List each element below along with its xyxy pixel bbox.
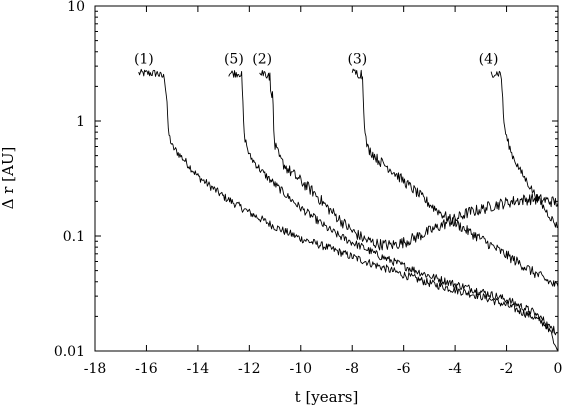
x-tick-label: -14 [187, 361, 210, 377]
curve-label: (4) [479, 51, 499, 67]
series-line [228, 70, 559, 351]
y-tick-label: 10 [67, 0, 85, 15]
x-tick-label: -4 [448, 361, 462, 377]
x-tick-label: -10 [290, 361, 313, 377]
annotations: (1) (5) (2) (3) (4) [134, 51, 499, 67]
y-tick-label: 1 [76, 114, 85, 130]
y-axis-label: Δ r [AU] [0, 147, 17, 210]
y-tick-label: 0.1 [63, 229, 85, 245]
plot-frame [94, 5, 559, 352]
curve-label: (2) [252, 51, 272, 67]
series-line [351, 68, 559, 288]
x-tick-label: -6 [397, 361, 411, 377]
x-tick-label: -12 [238, 361, 261, 377]
series-line [259, 69, 559, 251]
series-line [138, 68, 559, 336]
x-tick-label: 0 [554, 361, 563, 377]
curve-label: (3) [347, 51, 367, 67]
x-tick-label: -2 [500, 361, 514, 377]
x-tick-label: -16 [135, 361, 158, 377]
axis-ticks: -18 -16 -14 -12 -10 -8 -6 -4 -2 0 0.01 0.1 1 10 [54, 0, 563, 377]
curve-label: (5) [224, 51, 244, 67]
x-tick-label: -8 [345, 361, 359, 377]
series-line [490, 70, 559, 229]
series-group [138, 68, 559, 351]
x-tick-label: -18 [84, 361, 107, 377]
y-tick-label: 0.01 [54, 344, 85, 360]
x-axis-label: t [years] [295, 388, 359, 406]
curve-label: (1) [134, 51, 154, 67]
